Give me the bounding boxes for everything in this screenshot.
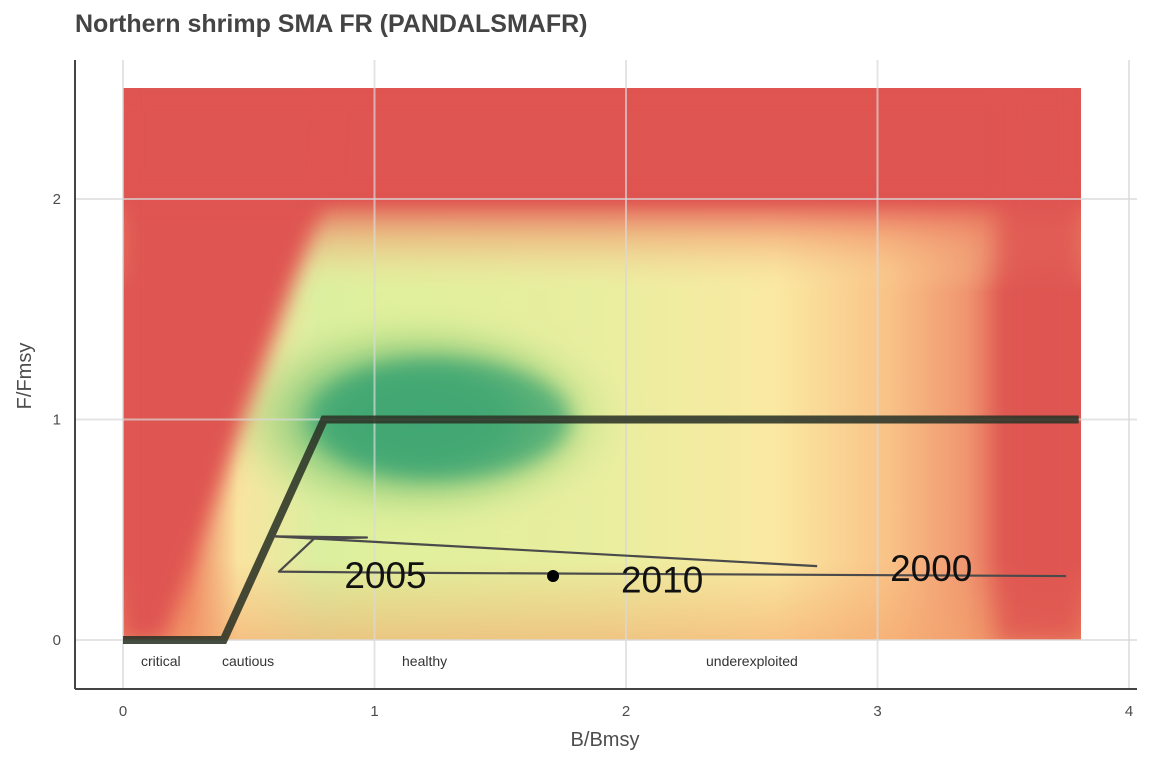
- zone-label-underexploited: underexploited: [706, 653, 798, 669]
- axes: [74, 60, 1137, 690]
- x-tick-label: 1: [370, 703, 378, 720]
- x-tick-label: 2: [622, 703, 630, 720]
- y-tick-labels: 0 1 2: [53, 191, 61, 649]
- hcr-line: [123, 415, 1079, 644]
- y-axis-label: F/Fmsy: [14, 343, 36, 410]
- year-labels: 2000 2005 2010: [344, 548, 972, 600]
- zone-label-critical: critical: [141, 653, 181, 669]
- y-tick-label: 2: [53, 191, 61, 208]
- x-tick-label: 3: [873, 703, 881, 720]
- zone-labels: critical cautious healthy underexploited: [141, 653, 798, 669]
- year-label-2000: 2000: [890, 548, 972, 589]
- zone-label-healthy: healthy: [402, 653, 447, 669]
- x-axis-label: B/Bmsy: [571, 729, 640, 751]
- y-tick-label: 1: [53, 412, 61, 429]
- trajectory-line: [272, 535, 1067, 578]
- x-tick-labels: 0 1 2 3 4: [119, 703, 1133, 720]
- x-tick-label: 0: [119, 703, 127, 720]
- current-point-marker: [547, 570, 560, 583]
- stock-trajectory: [272, 535, 1067, 583]
- x-tick-label: 4: [1125, 703, 1133, 720]
- y-tick-label: 0: [53, 632, 61, 649]
- chart-title: Northern shrimp SMA FR (PANDALSMAFR): [75, 10, 588, 38]
- harvest-control-rule: [123, 415, 1079, 644]
- zone-label-cautious: cautious: [222, 653, 274, 669]
- year-label-2005: 2005: [344, 555, 426, 596]
- year-label-2010: 2010: [621, 559, 703, 600]
